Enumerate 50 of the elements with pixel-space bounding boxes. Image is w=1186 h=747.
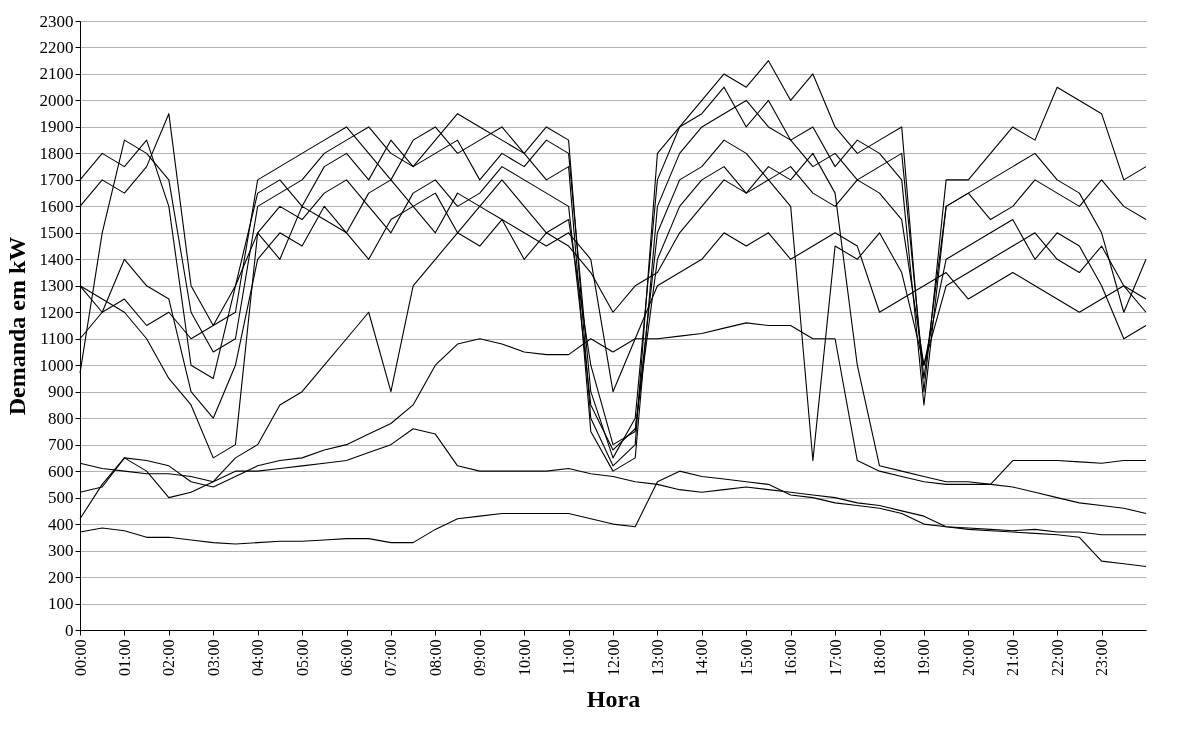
y-tick-label: 1800 (39, 143, 74, 163)
y-tick-label: 1200 (39, 302, 74, 322)
y-tick-label: 700 (48, 435, 74, 455)
y-axis-title: Demanda em kW (3, 236, 30, 416)
y-tick-label: 1900 (39, 117, 74, 137)
x-tick-label: 18:00 (871, 639, 888, 676)
y-tick-label: 1000 (39, 355, 74, 375)
x-tick-label: 04:00 (249, 639, 267, 676)
y-tick-label: 200 (48, 567, 74, 587)
x-tick-label: 06:00 (338, 639, 355, 676)
y-tick-label: 500 (48, 488, 74, 508)
y-tick-label: 400 (48, 514, 74, 534)
x-tick-label: 12:00 (604, 639, 622, 676)
y-tick-label: 1100 (40, 329, 74, 349)
x-tick-label: 08:00 (426, 639, 444, 676)
x-tick-label: 13:00 (648, 639, 666, 676)
x-tick-label: 05:00 (293, 639, 311, 676)
x-tick-label: 10:00 (515, 639, 533, 676)
y-tick-label: 600 (48, 461, 74, 481)
x-tick-label: 07:00 (382, 639, 400, 676)
y-tick-label: 900 (48, 382, 74, 402)
x-tick-label: 23:00 (1093, 639, 1111, 676)
x-tick-label: 14:00 (693, 639, 711, 676)
y-tick-label: 0 (65, 620, 74, 640)
y-tick-label: 300 (48, 541, 74, 561)
y-tick-label: 1400 (39, 249, 74, 269)
x-tick-label: 17:00 (826, 639, 844, 676)
x-tick-label: 16:00 (782, 639, 800, 676)
y-tick-label: 2000 (39, 90, 74, 110)
x-axis-title: Hora (586, 685, 641, 712)
x-tick-label: 20:00 (959, 639, 977, 676)
x-tick-label: 21:00 (1004, 639, 1022, 676)
y-tick-label: 2100 (39, 64, 74, 84)
y-tick-label: 1700 (39, 170, 74, 190)
y-tick-label: 100 (48, 594, 74, 614)
x-tick-label: 00:00 (71, 639, 89, 676)
x-tick-label: 02:00 (160, 639, 178, 676)
x-tick-label: 15:00 (737, 639, 755, 676)
y-tick-label: 1500 (39, 223, 74, 243)
y-tick-label: 2200 (39, 37, 74, 57)
x-tick-label: 01:00 (115, 639, 133, 676)
x-tick-label: 03:00 (204, 639, 222, 676)
x-tick-label: 11:00 (560, 639, 578, 676)
x-tick-label: 19:00 (915, 639, 933, 676)
x-tick-label: 09:00 (471, 639, 489, 676)
y-tick-label: 2300 (39, 11, 74, 31)
y-tick-label: 800 (48, 408, 74, 428)
y-tick-label: 1300 (39, 276, 74, 296)
y-tick-label: 1600 (39, 196, 74, 216)
x-tick-label: 22:00 (1048, 639, 1066, 676)
